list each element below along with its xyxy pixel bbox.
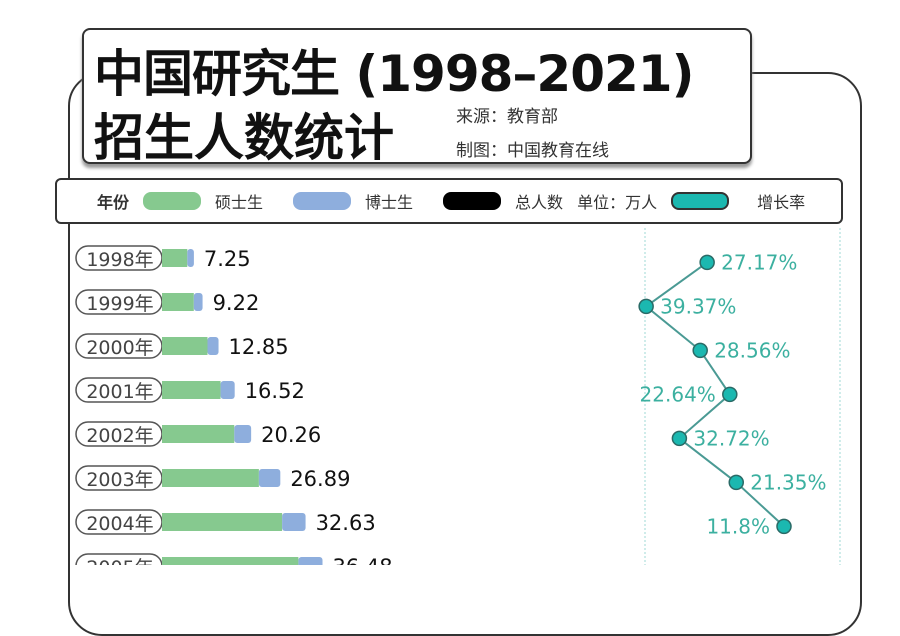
total-label: 12.85	[229, 335, 289, 359]
bar-doctor	[298, 557, 323, 565]
growth-label: 32.72%	[693, 426, 769, 450]
year-label: 2002年	[86, 425, 153, 447]
legend-swatch-master	[143, 192, 202, 210]
legend-total: 总人数	[515, 193, 564, 212]
year-pill	[75, 553, 163, 565]
bar-doctor	[220, 381, 235, 399]
year-label: 2000年	[86, 337, 153, 359]
bar-doctor	[187, 249, 194, 267]
year-label: 2004年	[86, 513, 153, 535]
legend: 年份 硕士生 博士生 总人数 单位：万人 增长率	[55, 178, 843, 224]
total-label: 9.22	[213, 291, 260, 315]
bar-doctor	[282, 513, 306, 531]
year-label: 2005年	[86, 557, 153, 565]
total-label: 16.52	[245, 379, 305, 403]
legend-swatch-growth	[671, 192, 730, 210]
growth-label: 11.8%	[706, 514, 770, 538]
bar-doctor	[258, 469, 281, 487]
bar-master	[162, 557, 299, 565]
bar-master	[162, 469, 259, 487]
source-text: 来源：教育部	[456, 107, 558, 127]
legend-swatch-total	[443, 192, 502, 210]
growth-label: 39.37%	[660, 294, 736, 318]
year-label: 2003年	[86, 469, 153, 491]
bar-master	[162, 381, 221, 399]
legend-doctor: 博士生	[365, 193, 414, 212]
bar-master	[162, 513, 283, 531]
year-label: 1999年	[86, 293, 153, 315]
bar-doctor	[207, 337, 219, 355]
total-label: 32.63	[316, 511, 376, 535]
credit-text: 制图：中国教育在线	[456, 141, 609, 161]
total-label: 20.26	[261, 423, 321, 447]
growth-point	[722, 386, 738, 403]
growth-point	[671, 430, 688, 447]
bar-master	[162, 425, 235, 443]
chart-svg: 1998年 7.25 1999年 9.22 2000年 12.85 2001年 16.52 20…	[75, 228, 841, 565]
legend-growth: 增长率	[757, 193, 806, 212]
bar-master	[162, 337, 208, 355]
growth-label: 28.56%	[714, 338, 790, 362]
total-label: 7.25	[204, 247, 251, 271]
growth-point	[638, 298, 654, 315]
legend-unit: 单位：万人	[577, 193, 658, 212]
chart-title: 中国研究生 (1998–2021)	[94, 45, 694, 103]
growth-point	[692, 342, 708, 359]
growth-point	[728, 474, 744, 491]
title-box: 中国研究生 (1998–2021) 招生人数统计 来源：教育部 制图：中国教育在…	[82, 28, 752, 167]
year-label: 1998年	[86, 249, 153, 271]
legend-master: 硕士生	[215, 193, 264, 212]
year-label: 2001年	[86, 381, 153, 403]
growth-label: 27.17%	[721, 250, 797, 274]
bar-doctor	[193, 293, 203, 311]
growth-label: 21.35%	[750, 470, 826, 494]
growth-label: 22.64%	[640, 382, 716, 406]
growth-point	[699, 254, 715, 271]
legend-year: 年份	[97, 193, 130, 212]
chart-subtitle: 招生人数统计	[94, 109, 394, 167]
bar-master	[162, 249, 188, 267]
total-label: 36.48	[333, 555, 393, 565]
bar-doctor	[234, 425, 252, 443]
legend-swatch-doctor	[293, 192, 352, 210]
total-label: 26.89	[290, 467, 350, 491]
growth-point	[776, 518, 792, 535]
bar-master	[162, 293, 194, 311]
